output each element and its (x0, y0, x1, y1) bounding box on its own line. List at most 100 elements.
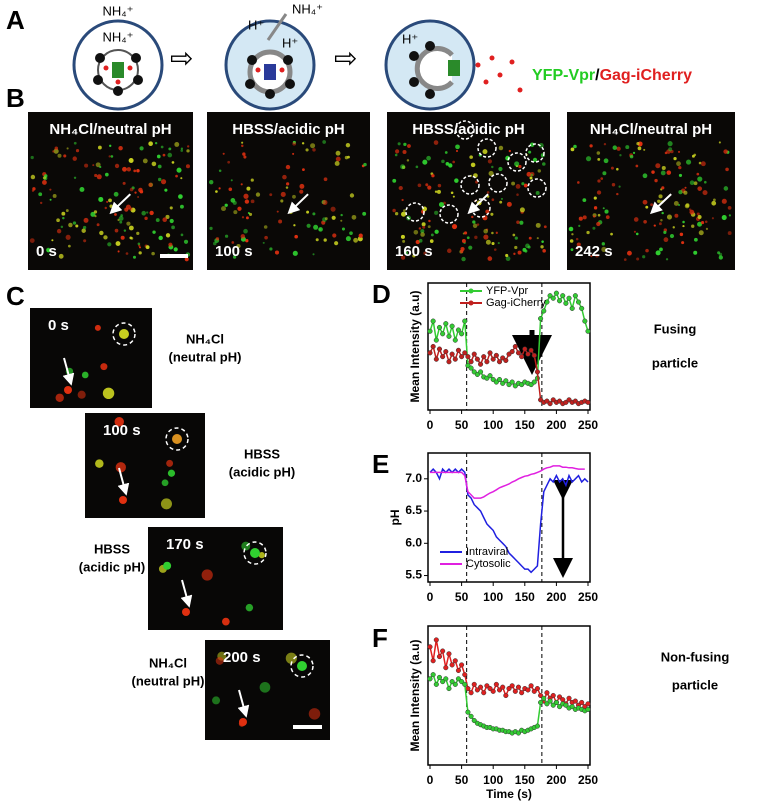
data-point (468, 359, 474, 365)
data-point (446, 333, 452, 339)
particle (233, 210, 238, 215)
particle (491, 165, 494, 169)
particle (142, 158, 148, 164)
particle (245, 216, 249, 220)
pointer (117, 467, 130, 496)
micrographs: NH₄Cl/neutral pH 0 s HBSS/acidic pH 100 s HB… (28, 112, 735, 740)
particle (243, 228, 248, 234)
particle (688, 208, 692, 212)
particle (528, 150, 532, 154)
data-point (455, 347, 461, 353)
particle (73, 176, 77, 179)
particle (697, 221, 703, 227)
particle (668, 147, 673, 152)
legend: YFP-Vpr/Gag-iCherry (532, 67, 692, 84)
pointer (287, 193, 309, 215)
particle (498, 166, 503, 172)
data-point (455, 667, 461, 674)
data-point (569, 305, 575, 311)
particle (90, 211, 96, 217)
particle (627, 250, 632, 256)
particle (519, 207, 525, 213)
particle (455, 144, 460, 150)
particle (30, 174, 36, 180)
particle (128, 225, 134, 231)
particle (428, 219, 431, 223)
data-point (487, 686, 493, 692)
data-point (459, 679, 465, 685)
particle (318, 227, 323, 232)
legend-yfp: YFP-Vpr (532, 67, 595, 84)
x-tick-label: 200 (546, 590, 566, 604)
y-tick-label: 5.5 (405, 568, 422, 582)
particle (167, 152, 173, 158)
highlight-circle (165, 427, 189, 451)
particle (61, 211, 66, 216)
particle (185, 164, 190, 169)
data-point (443, 349, 449, 355)
x-tick-label: 100 (483, 773, 503, 787)
data-point (585, 706, 591, 712)
particle (250, 548, 260, 558)
particle (99, 230, 104, 236)
particle (417, 183, 422, 188)
particle (57, 153, 62, 158)
particle (512, 233, 516, 237)
particle (114, 213, 117, 216)
particle (576, 247, 579, 250)
particle (285, 164, 291, 170)
particle (136, 231, 140, 236)
particle (718, 255, 723, 260)
x-tick-label: 0 (427, 773, 434, 787)
particle (241, 144, 244, 148)
particle (180, 149, 184, 152)
particle (335, 150, 341, 156)
particle (704, 180, 707, 184)
data-point (569, 704, 575, 710)
particle (38, 192, 43, 197)
image-time: 0 s (48, 317, 69, 334)
particle (635, 232, 639, 236)
particle (673, 157, 677, 161)
condition-label: HBSS (94, 541, 130, 556)
particle (322, 140, 326, 144)
particle (94, 215, 97, 218)
data-point (496, 376, 503, 383)
particle (660, 219, 663, 222)
particle (362, 211, 367, 216)
particle (542, 249, 546, 253)
particle (110, 155, 114, 158)
data-point (585, 328, 591, 334)
particle (160, 145, 164, 149)
particle (49, 188, 52, 191)
particle (633, 230, 636, 233)
particle (569, 239, 574, 243)
particle (168, 242, 173, 247)
particle (240, 234, 246, 239)
particle (209, 226, 213, 231)
particle (228, 187, 233, 192)
particle (106, 200, 109, 203)
particle (96, 174, 102, 180)
data-point (471, 717, 477, 724)
particle (506, 201, 512, 207)
particle (661, 186, 665, 190)
data-point (490, 356, 496, 362)
particle (468, 245, 473, 250)
particle (269, 247, 273, 251)
data-point (484, 683, 490, 689)
legend-marker (468, 300, 474, 306)
particle (697, 176, 703, 182)
particle (292, 250, 298, 256)
particle (727, 231, 732, 236)
data-point (525, 351, 531, 357)
series-line (429, 639, 589, 708)
series-line (430, 465, 585, 499)
particle (299, 183, 305, 189)
data-point (553, 699, 559, 706)
particle (218, 187, 221, 190)
data-point (433, 356, 439, 362)
particle (400, 234, 405, 239)
data-point (579, 699, 585, 706)
particle (530, 173, 534, 177)
